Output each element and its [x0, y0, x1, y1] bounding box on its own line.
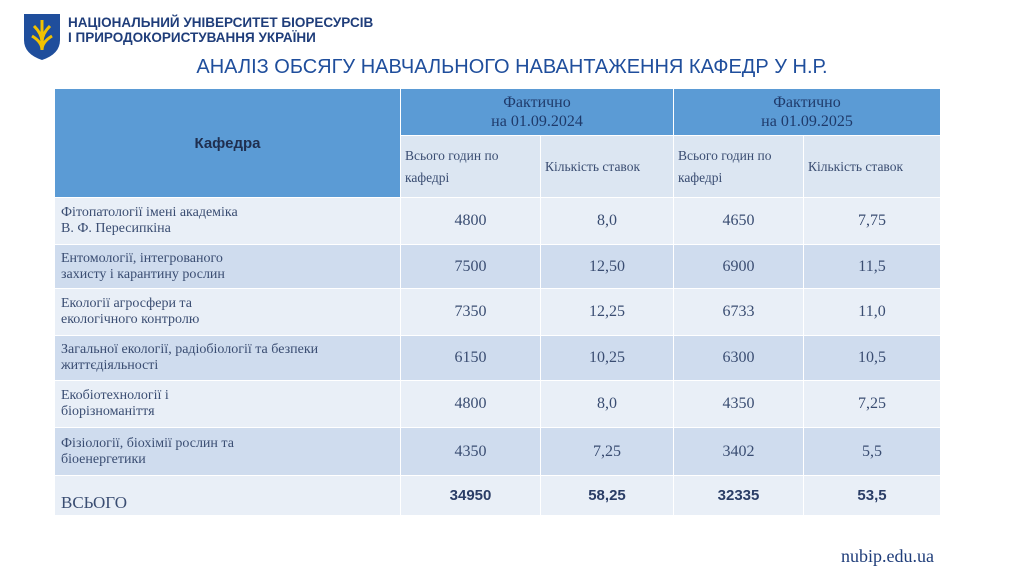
cell-value: 8,0	[540, 380, 674, 428]
group-line: на 01.09.2024	[491, 113, 583, 130]
cell-value: 7,75	[803, 197, 941, 245]
slide-title: АНАЛІЗ ОБСЯГУ НАВЧАЛЬНОГО НАВАНТАЖЕННЯ К…	[196, 56, 828, 78]
cell-value: 4350	[400, 427, 541, 476]
department-name: Фітопатології імені академіка В. Ф. Перес…	[54, 197, 401, 245]
department-line: життєдіяльності	[61, 358, 159, 373]
data-row: Загальної екології, радіобіології та без…	[54, 335, 941, 381]
workload-table: Кафедра Фактично на 01.09.2024 Фактично на 0…	[54, 88, 941, 516]
data-row: Ентомології, інтегрованого захисту і кара…	[54, 244, 941, 289]
group-header: Фактично на 01.09.2025	[673, 88, 941, 136]
cell-value: 11,0	[803, 288, 941, 336]
cell-value: 4800	[400, 197, 541, 245]
cell-value: 3402	[673, 427, 804, 476]
total-label: ВСЬОГО	[54, 475, 401, 516]
org-line: НАЦІОНАЛЬНИЙ УНІВЕРСИТЕТ БІОРЕСУРСІВ	[68, 15, 374, 30]
department-line: Ентомології, інтегрованого	[61, 250, 223, 266]
cell-value: 7500	[400, 244, 541, 289]
total-row: ВСЬОГО 34950 58,25 32335 53,5	[54, 475, 941, 516]
department-name: Фізіології, біохімії рослин та біоенергет…	[54, 427, 401, 476]
department-name: Ентомології, інтегрованого захисту і кара…	[54, 244, 401, 289]
cell-value: 7350	[400, 288, 541, 336]
data-row: Фізіології, біохімії рослин та біоенергет…	[54, 427, 941, 476]
cell-value: 6300	[673, 335, 804, 381]
department-line: В. Ф. Пересипкіна	[61, 221, 171, 236]
total-value: 32335	[673, 475, 804, 516]
department-name: Екобіотехнології і біорізноманіття	[54, 380, 401, 428]
cell-value: 10,25	[540, 335, 674, 381]
site-url: nubip.edu.ua	[841, 546, 934, 566]
cell-value: 7,25	[803, 380, 941, 428]
total-value: 53,5	[803, 475, 941, 516]
subheader-row: Всього годин по кафедрі Кількість ставок В…	[55, 135, 941, 198]
cell-value: 10,5	[803, 335, 941, 381]
data-row: Фітопатології імені академіка В. Ф. Перес…	[54, 197, 941, 245]
group-header: Фактично на 01.09.2024	[400, 88, 674, 136]
cell-value: 8,0	[540, 197, 674, 245]
cell-value: 12,25	[540, 288, 674, 336]
cell-value: 5,5	[803, 427, 941, 476]
cell-value: 6150	[400, 335, 541, 381]
cell-value: 4800	[400, 380, 541, 428]
total-value: 58,25	[540, 475, 674, 516]
subheader: Всього годин по кафедрі	[400, 135, 541, 198]
total-value: 34950	[400, 475, 541, 516]
department-line: біорізноманіття	[61, 404, 155, 419]
header-row: Кафедра Фактично на 01.09.2024 Фактично на 0…	[54, 88, 941, 198]
cell-value: 4350	[673, 380, 804, 428]
department-line: Фітопатології імені академіка	[61, 205, 238, 220]
subheader: Кількість ставок	[803, 135, 941, 198]
data-row: Екобіотехнології і біорізноманіття 4800 8,0…	[54, 380, 941, 428]
department-line: екологічного контролю	[61, 312, 200, 327]
cell-value: 4650	[673, 197, 804, 245]
logo	[24, 14, 60, 60]
org-name: НАЦІОНАЛЬНИЙ УНІВЕРСИТЕТ БІОРЕСУРСІВ І П…	[68, 15, 373, 45]
department-header: Кафедра	[54, 88, 401, 198]
department-line: захисту і карантину рослин	[61, 266, 225, 282]
group-line: Фактично	[773, 94, 841, 111]
cell-value: 7,25	[540, 427, 674, 476]
org-line: І ПРИРОДОКОРИСТУВАННЯ УКРАЇНИ	[68, 30, 316, 45]
department-name: Екології агросфери та екологічного контро…	[54, 288, 401, 336]
department-line: Екології агросфери та	[61, 296, 192, 311]
subheader: Кількість ставок	[540, 135, 674, 198]
group-line: Фактично	[503, 94, 571, 111]
data-row: Екології агросфери та екологічного контро…	[54, 288, 941, 336]
cell-value: 6733	[673, 288, 804, 336]
group-line: на 01.09.2025	[761, 113, 853, 130]
department-line: біоенергетики	[61, 451, 146, 467]
subheader: Всього годин по кафедрі	[673, 135, 804, 198]
department-line: Екобіотехнології і	[61, 388, 169, 403]
department-name: Загальної екології, радіобіології та без…	[54, 335, 401, 381]
cell-value: 11,5	[803, 244, 941, 289]
department-line: Загальної екології, радіобіології та без…	[61, 342, 319, 357]
cell-value: 12,50	[540, 244, 674, 289]
cell-value: 6900	[673, 244, 804, 289]
department-line: Фізіології, біохімії рослин та	[61, 435, 234, 451]
